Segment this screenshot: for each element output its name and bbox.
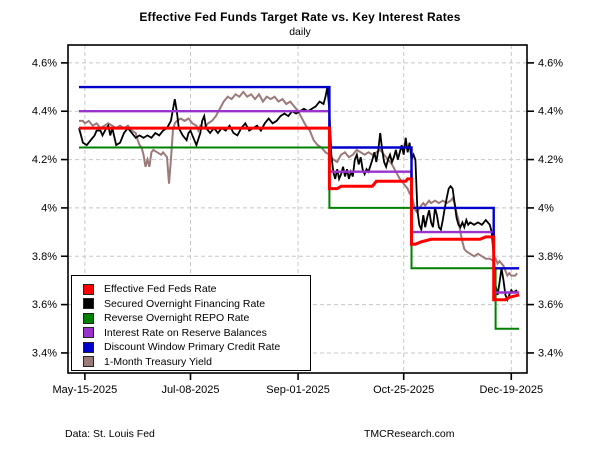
- y-axis-label-left: 4.6%: [32, 57, 57, 69]
- legend-item-rrp: Reverse Overnight REPO Rate: [83, 311, 310, 326]
- legend-swatch-discount: [83, 341, 94, 353]
- x-axis-label: May-15-2025: [52, 384, 117, 396]
- legend-label: Effective Fed Feds Rate: [104, 283, 217, 296]
- chart-subtitle: daily: [289, 26, 311, 38]
- legend-item-t1m: 1-Month Treasury Yield: [83, 355, 310, 370]
- legend-item-effr: Effective Fed Feds Rate: [83, 282, 310, 297]
- y-axis-label-left: 3.8%: [32, 251, 57, 263]
- legend-label: Reverse Overnight REPO Rate: [104, 312, 250, 325]
- legend-swatch-sofr: [83, 298, 94, 310]
- chart-title: Effective Fed Funds Target Rate vs. Key …: [139, 10, 461, 24]
- series-effr: [79, 126, 520, 302]
- y-axis-label-left: 4.4%: [32, 106, 57, 118]
- y-axis-label-right: 3.6%: [538, 299, 563, 311]
- y-axis-label-left: 4%: [41, 202, 57, 214]
- y-axis-label-right: 4.6%: [538, 57, 563, 69]
- legend-swatch-iorb: [83, 327, 94, 339]
- y-axis-label-left: 4.2%: [32, 154, 57, 166]
- x-axis-label: Oct-25-2025: [373, 384, 434, 396]
- legend-item-discount: Discount Window Primary Credit Rate: [83, 340, 310, 355]
- legend-label: 1-Month Treasury Yield: [104, 355, 212, 368]
- y-axis-label-right: 4.2%: [538, 154, 563, 166]
- x-axis-label: Jul-08-2025: [161, 384, 219, 396]
- y-axis-label-right: 4%: [538, 202, 554, 214]
- legend: Effective Fed Feds Rate Secured Overnight…: [71, 275, 311, 371]
- legend-item-sofr: Secured Overnight Financing Rate: [83, 297, 310, 312]
- x-axis-label: Sep-01-2025: [266, 384, 330, 396]
- y-axis-label-left: 3.6%: [32, 299, 57, 311]
- legend-swatch-effr: [83, 283, 94, 295]
- y-axis-label-right: 3.8%: [538, 251, 563, 263]
- legend-swatch-t1m: [83, 356, 94, 368]
- y-axis-label-right: 4.4%: [538, 106, 563, 118]
- legend-swatch-rrp: [83, 312, 94, 324]
- y-axis-label-right: 3.4%: [538, 347, 563, 359]
- legend-label: Interest Rate on Reserve Balances: [104, 326, 267, 339]
- x-axis-label: Dec-19-2025: [479, 384, 543, 396]
- website-label: TMCResearch.com: [364, 428, 455, 440]
- legend-label: Discount Window Primary Credit Rate: [104, 341, 281, 354]
- legend-item-iorb: Interest Rate on Reserve Balances: [83, 326, 310, 341]
- y-axis-label-left: 3.4%: [32, 347, 57, 359]
- data-source-label: Data: St. Louis Fed: [65, 428, 155, 440]
- legend-label: Secured Overnight Financing Rate: [104, 297, 266, 310]
